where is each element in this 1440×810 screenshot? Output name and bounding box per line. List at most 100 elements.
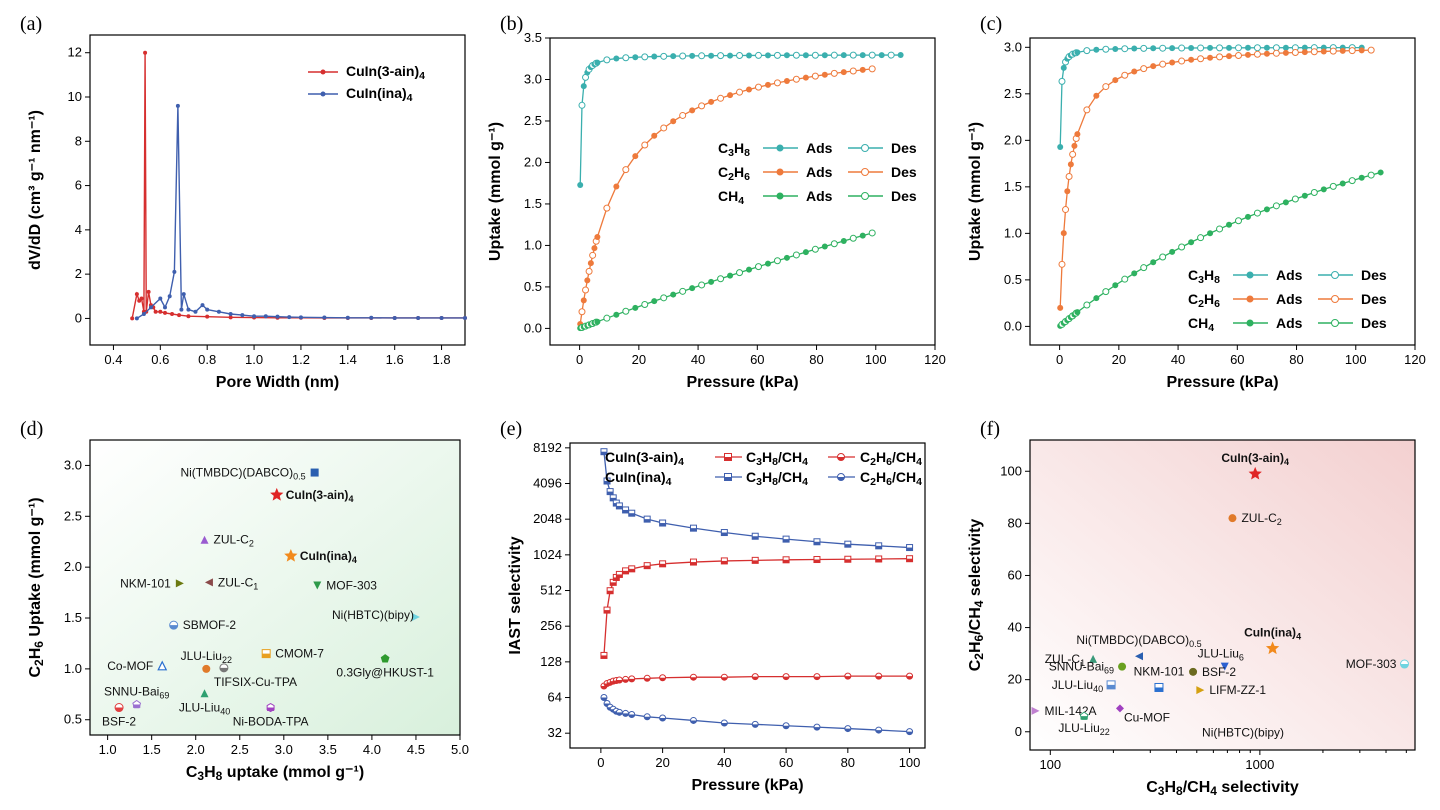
data-point [1102, 288, 1110, 296]
x-tick-label: 80 [841, 755, 855, 770]
data-point [1253, 50, 1261, 58]
data-point [840, 69, 847, 76]
data-point [603, 606, 611, 614]
data-point [153, 309, 158, 314]
x-tick-label: 1.8 [433, 352, 451, 367]
data-point [689, 673, 697, 681]
plot-background [1030, 440, 1415, 750]
x-tick-label: 1.0 [245, 352, 263, 367]
data-point [240, 313, 245, 318]
x-tick-label: 100 [899, 755, 921, 770]
data-point [613, 311, 620, 318]
data-point [228, 312, 233, 316]
data-point [580, 297, 587, 304]
chart-f: 100 1000 0 20 40 60 80 100 C3H8/CH4 selectivity C… [967, 418, 1416, 798]
data-point [1134, 652, 1143, 661]
data-point [439, 315, 444, 320]
x-tick-label: 100 [1345, 352, 1367, 367]
data-point [844, 540, 852, 548]
data-point [689, 107, 696, 114]
legend-marker-des [1331, 271, 1339, 279]
data-point [698, 102, 706, 110]
y-tick-label: 2.0 [1004, 132, 1022, 147]
data-point [773, 79, 781, 87]
data-point [270, 487, 284, 501]
data-point [727, 272, 734, 279]
data-point [1263, 50, 1270, 57]
data-point [643, 515, 651, 523]
data-point [830, 51, 838, 59]
point-label: CMOM-7 [275, 647, 324, 661]
data-point [170, 312, 175, 316]
data-point [628, 675, 636, 683]
data-point [813, 556, 821, 564]
data-point [632, 153, 639, 160]
data-point [859, 66, 866, 73]
data-point [463, 315, 467, 320]
data-point [179, 307, 184, 312]
data-point [736, 269, 744, 277]
data-point [1207, 54, 1214, 61]
x-tick-label: 120 [924, 352, 946, 367]
panel-label: (b) [500, 13, 523, 35]
data-point [1226, 53, 1233, 60]
data-point [717, 275, 725, 283]
x-tick-label: 1.4 [339, 352, 357, 367]
plot-frame [1029, 37, 1416, 346]
data-point [1031, 706, 1040, 715]
data-point [754, 263, 762, 271]
data-point [1197, 44, 1205, 52]
data-point [783, 77, 790, 84]
data-point [600, 694, 608, 702]
legend-marker-des [861, 168, 869, 176]
data-point [830, 240, 838, 248]
y-tick-label: 100 [1000, 463, 1022, 478]
data-point [773, 51, 781, 59]
y-tick-label: 256 [540, 618, 562, 633]
x-tick-label: 20 [632, 352, 646, 367]
data-point [578, 308, 586, 316]
data-point [1188, 44, 1195, 51]
point-label: JLU-Liu22 [1058, 721, 1109, 737]
data-point [689, 285, 696, 292]
data-point [287, 315, 292, 320]
legend-gas: C2H6 [718, 164, 750, 183]
data-point [193, 309, 198, 314]
data-point [1062, 206, 1070, 214]
data-point [175, 103, 180, 108]
legend-marker-ads [1246, 295, 1254, 303]
data-point [1074, 49, 1081, 56]
data-point [1083, 301, 1091, 309]
data-point [158, 296, 163, 301]
legend-label: CuIn(ina)4 [346, 85, 413, 104]
data-point [868, 229, 876, 237]
point-label: ZUL-C1 [218, 575, 258, 591]
x-tick-label: 4.0 [363, 742, 381, 757]
point-label: ZUL-C1 [1045, 652, 1085, 668]
point-label: Ni(TMBDC)(DABCO)0.5 [180, 466, 305, 482]
data-point [679, 111, 687, 119]
x-tick-label: 20 [655, 755, 669, 770]
y-tick-label: 2 [75, 266, 82, 281]
data-point [219, 663, 229, 673]
y-tick-label: 2.5 [524, 113, 542, 128]
data-point [594, 318, 601, 325]
data-point [148, 305, 153, 310]
legend-pair-2: C2H6/CH4 [860, 449, 922, 468]
data-point [622, 307, 630, 315]
x-axis-label: Pore Width (nm) [216, 374, 339, 391]
chart-c: 0 20 40 60 80 100 120 0.0 0.5 1.0 1.5 2.0 2.5 3.0 Pres… [967, 13, 1426, 391]
data-point [181, 292, 186, 297]
data-point [868, 65, 876, 73]
data-point [754, 83, 762, 91]
y-tick-label: 1.0 [524, 237, 542, 252]
data-point [134, 292, 139, 297]
legend-des: Des [891, 164, 917, 180]
data-point [811, 245, 819, 253]
plot-frame [89, 34, 466, 346]
point-label: JLU-Liu40 [179, 700, 230, 716]
data-point [751, 532, 759, 540]
data-point [878, 52, 885, 59]
data-point [202, 664, 211, 673]
legend-des: Des [891, 140, 917, 156]
